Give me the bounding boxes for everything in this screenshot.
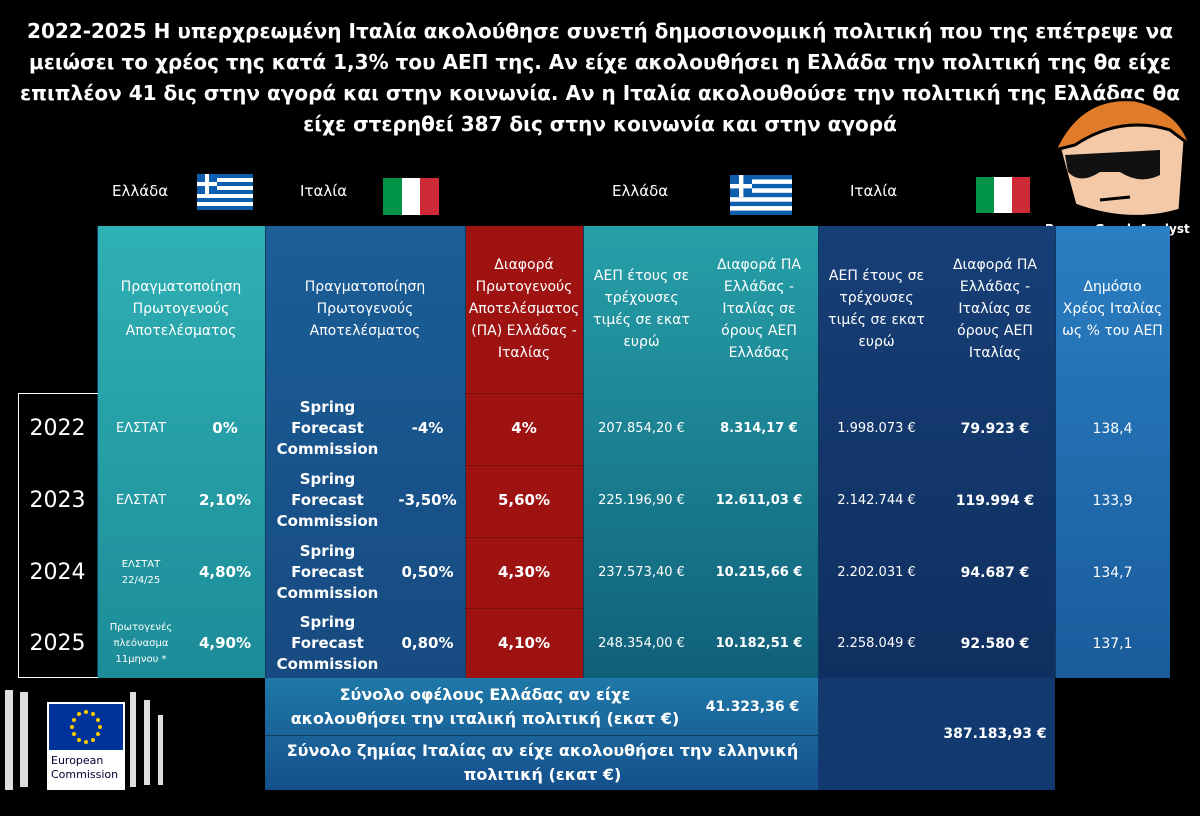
header-cell: ΑΕΠ έτους σε τρέχουσες τιμές σε εκατ ευρ…: [593, 268, 690, 350]
flag-label: Ελλάδα: [612, 182, 669, 200]
cell: 10.182,51 €: [715, 636, 803, 651]
logo-text: European Commission: [51, 754, 119, 781]
total-label: Σύνολο οφέλους Ελλάδας αν είχε ακολουθήσ…: [290, 685, 680, 728]
title: 2022-2025 Η υπερχρεωμένη Ιταλία ακολούθη…: [20, 19, 1180, 136]
total-value: 41.323,36 €: [705, 699, 800, 715]
cell: ΕΛΣΤΑΤ: [115, 421, 167, 436]
cell: 119.994 €: [955, 492, 1035, 509]
column-bg: [583, 226, 818, 678]
header-cell: Δημόσιο Χρέος Ιταλίας ως % του ΑΕΠ: [1062, 279, 1163, 339]
cell: Spring Forecast Commission: [276, 542, 379, 602]
cell: Spring Forecast Commission: [276, 398, 379, 458]
column-bg: [1055, 226, 1170, 678]
year: 2024: [29, 559, 86, 585]
year: 2025: [29, 630, 86, 656]
flag-label: Ιταλία: [300, 182, 348, 200]
totals-bg: [818, 678, 1055, 790]
cell: 207.854,20 €: [598, 421, 685, 436]
year: 2022: [29, 415, 86, 441]
totals-bg: [265, 678, 818, 790]
italian-flag: [383, 178, 439, 215]
eu-logo-building: [5, 690, 163, 790]
cell: -4%: [411, 419, 444, 437]
cell: 248.354,00 €: [598, 636, 685, 651]
total-value: 387.183,93 €: [943, 726, 1047, 742]
flag-label: Ιταλία: [850, 182, 898, 200]
eu-flag: [47, 702, 125, 790]
cell: 237.573,40 €: [598, 565, 685, 580]
header-cell: Διαφορά Πρωτογενούς Αποτελέσματος (ΠΑ) Ε…: [468, 257, 580, 361]
cell: 0,50%: [401, 563, 454, 581]
cell: 4,10%: [497, 634, 551, 652]
cell: 92.580 €: [960, 635, 1030, 652]
header-cell: ΑΕΠ έτους σε τρέχουσες τιμές σε εκατ ευρ…: [828, 268, 925, 350]
cell: 4%: [511, 419, 537, 437]
totals-divider: [265, 735, 818, 736]
cell: 8.314,17 €: [720, 421, 798, 436]
header-cell: Πραγματοποίηση Πρωτογενούς Αποτελέσματος: [304, 279, 426, 339]
cell: 138,4: [1092, 420, 1133, 437]
cell: 79.923 €: [960, 420, 1030, 437]
cell: ΕΛΣΤΑΤ: [115, 493, 167, 508]
cell: 4,90%: [198, 634, 252, 652]
cell: Spring Forecast Commission: [276, 470, 379, 530]
cell: Πρωτογενές πλεόνασμα 11μηνου *: [109, 621, 173, 665]
cell: 5,60%: [497, 491, 551, 509]
cell: 4,80%: [198, 563, 252, 581]
italian-flag: [976, 177, 1030, 213]
header-cell: Διαφορά ΠΑ Ελλάδας - Ιταλίας σε όρους ΑΕ…: [716, 257, 801, 361]
greek-flag: [197, 174, 253, 210]
cell: 2,10%: [198, 491, 252, 509]
column-bg: [465, 226, 583, 678]
year-border: [18, 393, 98, 678]
cell: 1.998.073 €: [837, 421, 916, 436]
header-cell: Διαφορά ΠΑ Ελλάδας - Ιταλίας σε όρους ΑΕ…: [952, 257, 1037, 361]
greek-flag: [730, 175, 792, 215]
column-bg: [818, 226, 1055, 678]
cell: 12.611,03 €: [715, 493, 803, 508]
row-line: [465, 537, 583, 538]
cell: 2.142.744 €: [837, 493, 916, 508]
cell: Spring Forecast Commission: [276, 613, 379, 673]
cell: 0%: [212, 419, 238, 437]
column-bg: [265, 226, 465, 678]
flag-label: Ελλάδα: [112, 182, 169, 200]
cell: -3,50%: [398, 491, 457, 509]
header-cell: Πραγματοποίηση Πρωτογενούς Αποτελέσματος: [120, 279, 242, 339]
row-line: [465, 608, 583, 609]
cell: 225.196,90 €: [598, 493, 685, 508]
cell: 2.202.031 €: [837, 565, 916, 580]
cell: 94.687 €: [960, 564, 1030, 581]
cell: ΕΛΣΤΑΤ 22/4/25: [121, 558, 161, 586]
mascot: [1052, 98, 1193, 218]
row-line: [465, 465, 583, 466]
cell: 4,30%: [497, 563, 551, 581]
cell: 133,9: [1092, 492, 1133, 509]
cell: 0,80%: [401, 634, 454, 652]
row-line: [465, 393, 583, 394]
cell: 2.258.049 €: [837, 636, 916, 651]
year: 2023: [29, 487, 86, 513]
cell: 134,7: [1092, 564, 1133, 581]
column-bg: [97, 226, 265, 678]
cell: 137,1: [1092, 635, 1133, 652]
cell: 10.215,66 €: [715, 565, 803, 580]
total-label: Σύνολο ζημίας Ιταλίας αν είχε ακολουθήσε…: [286, 741, 799, 784]
